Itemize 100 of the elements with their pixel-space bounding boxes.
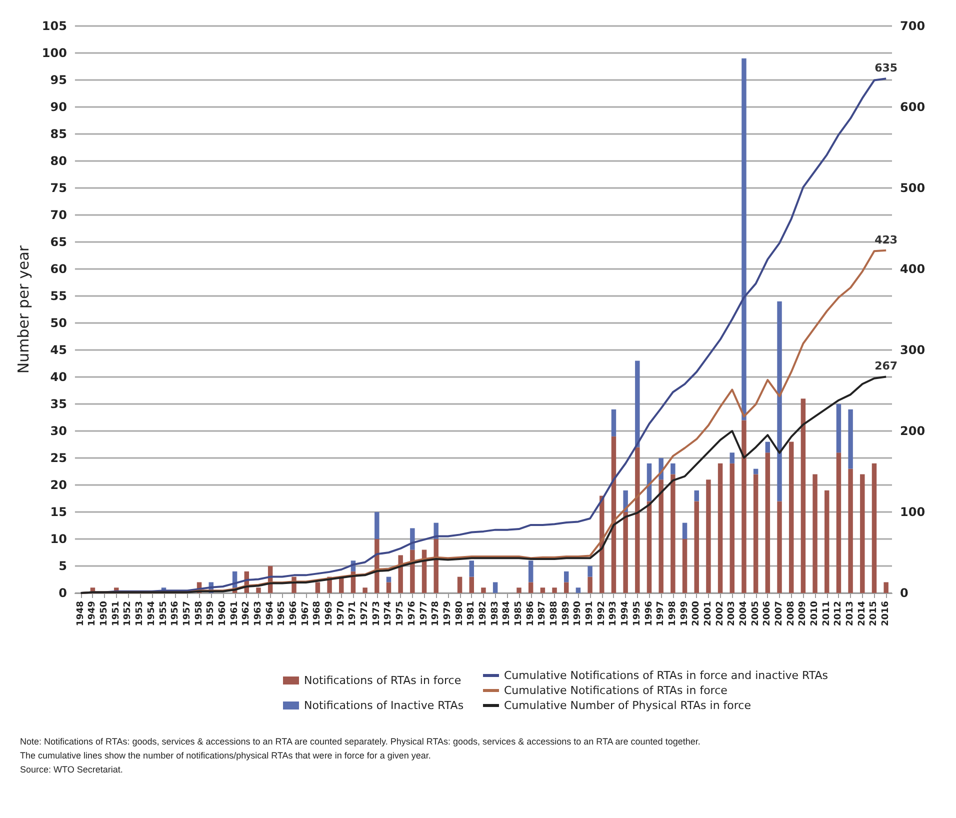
x-tick-label: 1986: [526, 601, 536, 626]
x-tick-label: 1981: [466, 601, 477, 626]
bar: [836, 404, 842, 453]
bar: [800, 398, 806, 593]
bar: [812, 474, 818, 593]
x-tick-label: 1992: [596, 601, 607, 626]
x-tick-label: 1951: [111, 601, 122, 626]
x-tick-label: 1954: [146, 601, 157, 626]
legend-label: Notifications of RTAs in force: [304, 674, 462, 687]
x-tick-label: 1988: [550, 601, 560, 626]
bar: [469, 576, 474, 593]
bar: [386, 582, 392, 593]
x-tick-label: 1964: [265, 601, 276, 626]
x-tick-label: 1997: [656, 601, 666, 626]
source-note: Source: WTO Secretariat.: [20, 764, 123, 774]
x-tick-label: 1973: [372, 601, 382, 626]
x-tick-label: 1959: [206, 601, 216, 626]
bar: [256, 588, 261, 593]
x-tick-label: 1956: [170, 601, 181, 626]
bar: [706, 480, 711, 593]
y-tick-label: 55: [50, 289, 67, 303]
x-tick-label: 2016: [881, 601, 892, 626]
bar: [481, 588, 486, 593]
bar: [492, 582, 498, 593]
x-tick-label: 1965: [277, 601, 288, 626]
y-tick-label: 75: [50, 181, 67, 195]
x-tick-label: 1953: [135, 601, 146, 626]
bar: [552, 588, 557, 593]
bar: [742, 420, 746, 593]
bar: [742, 58, 746, 420]
bar: [730, 463, 735, 593]
x-tick-label: 1970: [336, 601, 346, 626]
x-tick-label: 1948: [76, 601, 86, 626]
x-tick-label: 2001: [703, 601, 714, 626]
y2-tick-label: 300: [900, 343, 926, 357]
bar: [765, 442, 770, 453]
y-tick-label: 15: [50, 505, 67, 519]
x-tick-label: 1957: [182, 601, 192, 626]
bar: [730, 452, 735, 464]
data-label: 423: [874, 233, 898, 246]
x-tick-label: 1999: [680, 601, 690, 626]
x-tick-label: 1998: [668, 601, 678, 626]
bar: [788, 442, 794, 593]
x-tick-label: 1983: [490, 601, 500, 626]
bar: [646, 501, 652, 593]
x-tick-label: 1993: [608, 601, 619, 626]
x-tick-label: 2004: [738, 601, 749, 626]
bar: [315, 582, 320, 593]
x-tick-label: 1949: [88, 601, 98, 626]
x-tick-label: 1991: [585, 601, 596, 626]
x-tick-label: 1962: [242, 601, 252, 626]
legend-label: Cumulative Notifications of RTAs in force: [504, 684, 728, 697]
bar: [670, 474, 676, 593]
legend-label: Cumulative Notifications of RTAs in force and inactive RTAs: [504, 669, 828, 682]
x-tick-label: 2009: [798, 601, 808, 626]
x-tick-label: 2012: [834, 601, 844, 626]
bar: [410, 550, 415, 593]
x-tick-label: 1982: [478, 601, 488, 626]
x-tick-label: 1967: [300, 601, 311, 626]
y2-tick-label: 0: [900, 586, 908, 600]
y-tick-label: 5: [58, 559, 67, 573]
x-tick-label: 1971: [348, 601, 358, 626]
y2-tick-label: 500: [900, 181, 926, 195]
line-series: [80, 376, 888, 594]
x-tick-label: 2000: [692, 601, 702, 626]
x-tick-label: 1955: [158, 601, 169, 626]
bar: [576, 588, 581, 593]
legend-label: Cumulative Number of Physical RTAs in force: [504, 699, 752, 712]
bar: [588, 576, 592, 593]
x-tick-label: 2013: [846, 601, 856, 626]
data-label: 267: [874, 360, 898, 373]
bar: [374, 512, 380, 539]
y-tick-label: 80: [50, 154, 67, 168]
x-tick-label: 2011: [822, 601, 832, 626]
y2-tick-label: 200: [900, 424, 926, 438]
y-tick-label: 50: [50, 316, 67, 330]
y-tick-label: 40: [50, 370, 67, 384]
bar: [469, 560, 474, 577]
x-tick-label: 1950: [100, 601, 110, 626]
bar: [564, 571, 569, 582]
x-tick-label: 1978: [431, 601, 442, 626]
y2-tick-label: 400: [900, 262, 926, 276]
x-tick-label: 1974: [384, 601, 394, 626]
bar: [410, 528, 415, 550]
y-tick-label: 70: [50, 208, 67, 222]
bar: [718, 463, 723, 593]
x-tick-label: 2006: [762, 601, 773, 626]
y-axis-title: Number per year: [14, 244, 32, 374]
bar: [753, 474, 758, 593]
y2-tick-label: 100: [900, 505, 926, 519]
y2-tick-label: 600: [900, 100, 926, 114]
x-tick-label: 1968: [312, 601, 323, 626]
y-tick-label: 105: [42, 19, 67, 33]
x-tick-label: 1975: [396, 601, 406, 626]
x-tick-label: 1994: [620, 601, 631, 626]
bar: [516, 588, 522, 593]
bar: [765, 452, 770, 593]
y-tick-label: 95: [50, 73, 67, 87]
x-tick-label: 2003: [727, 601, 738, 626]
y-tick-label: 0: [58, 586, 67, 600]
